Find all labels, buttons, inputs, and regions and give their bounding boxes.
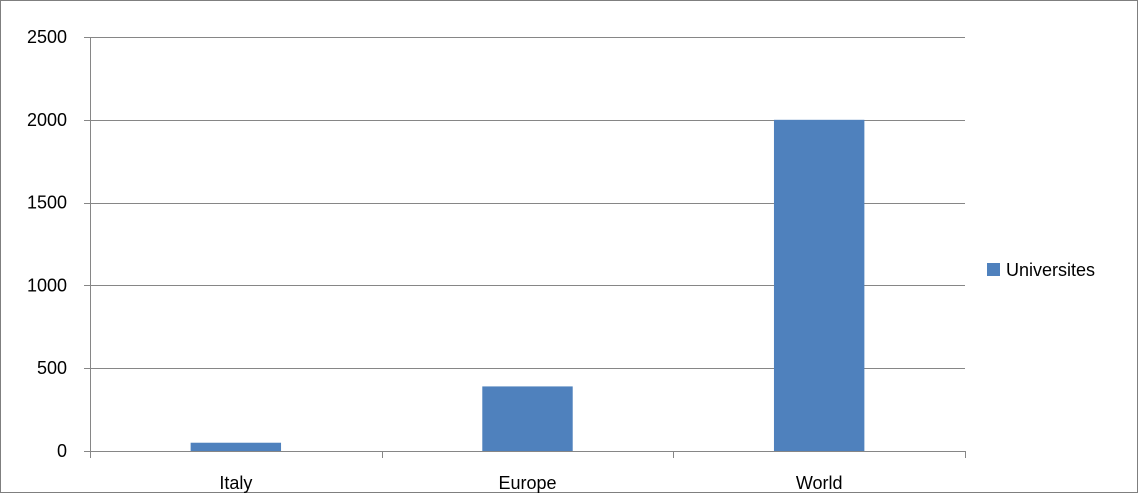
bar-world — [773, 119, 865, 452]
x-axis-tick-labels: Italy Europe World — [219, 473, 842, 493]
axes — [84, 37, 966, 458]
y-tick-label: 1500 — [27, 193, 67, 213]
y-tick-label: 2000 — [27, 110, 67, 130]
bar-italy — [190, 442, 282, 451]
bars — [190, 119, 865, 452]
bar-europe — [482, 386, 573, 451]
y-axis-tick-labels: 0 500 1000 1500 2000 2500 — [27, 27, 67, 461]
y-tick-label: 0 — [57, 441, 67, 461]
y-tick-label: 500 — [37, 358, 67, 378]
x-tick-label-europe: Europe — [498, 473, 556, 493]
y-tick-label: 2500 — [27, 27, 67, 47]
legend-label-universites: Universites — [1006, 260, 1095, 280]
x-tick-label-world: World — [796, 473, 843, 493]
legend: Universites — [987, 260, 1095, 280]
y-tick-label: 1000 — [27, 275, 67, 295]
legend-swatch-universites — [987, 263, 1000, 276]
x-tick-label-italy: Italy — [219, 473, 252, 493]
